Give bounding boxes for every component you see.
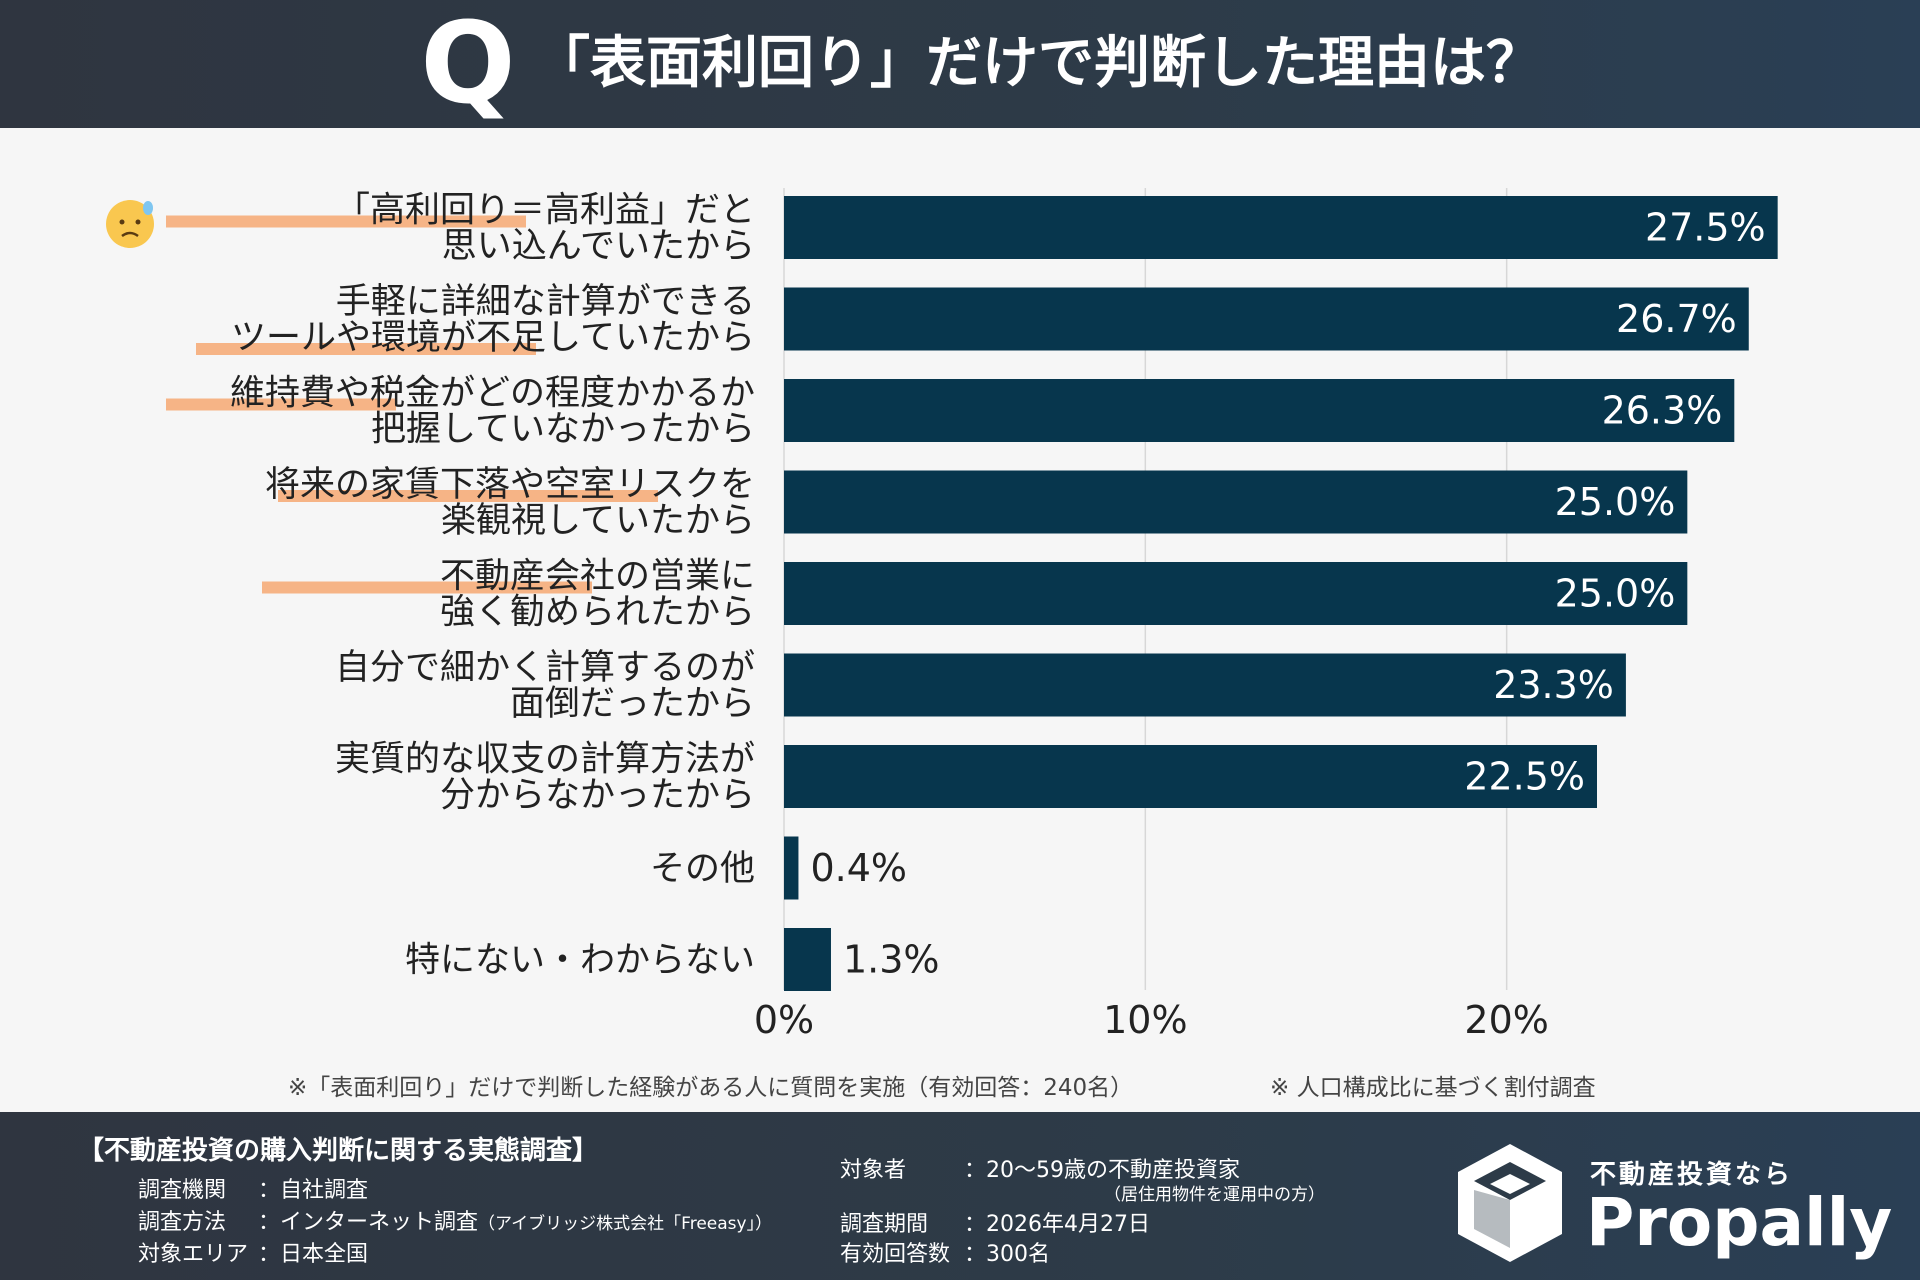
face-mouth [121, 231, 139, 238]
bar-value-label: 26.3% [1602, 389, 1723, 433]
category-label: 面倒だったから [510, 684, 755, 724]
highlight-marker [196, 343, 536, 355]
category-label: 自分で細かく計算するのが [335, 648, 755, 688]
category-label: 分からなかったから [440, 776, 755, 816]
footer-key: 対象エリア [138, 1242, 249, 1267]
highlight-marker [278, 490, 658, 502]
footer-key: 調査機関 [138, 1178, 227, 1203]
bar [784, 196, 1778, 259]
bar-value-label: 1.3% [843, 938, 940, 982]
category-label: 将来の家賃下落や空室リスクを [265, 465, 755, 505]
category-label: 強く勧められたから [440, 593, 755, 633]
bar-value-label: 22.5% [1464, 755, 1585, 799]
bar [784, 836, 799, 900]
category-label: その他 [650, 849, 755, 889]
footer-row-organization: 調査機関 ：自社調査 [138, 1172, 368, 1204]
sweat-drop [143, 201, 153, 215]
footer-key: 対象者 [840, 1158, 907, 1183]
category-label: 実質的な収支の計算方法が [335, 740, 755, 780]
logo-wordmark: Propally [1586, 1184, 1893, 1261]
bar [784, 287, 1749, 351]
footer-target-note: （居住用物件を運用中の方） [1104, 1185, 1325, 1205]
x-tick-label: 20% [1464, 998, 1548, 1042]
footer-row-area: 対象エリア ：日本全国 [138, 1236, 368, 1268]
bar [784, 562, 1688, 625]
bar-value-label: 0.4% [810, 846, 907, 890]
page-title: 「表面利回り」だけで判断した理由は？ [534, 31, 1542, 96]
category-label: 特にない・わからない [405, 941, 755, 981]
face-eye [119, 219, 125, 225]
footer-row-method: 調査方法 ：インターネット調査（アイブリッジ株式会社「Freeasy」） [138, 1204, 772, 1236]
worried-face-icon [106, 200, 154, 248]
bar [784, 470, 1688, 534]
propally-logo-icon [1458, 1144, 1562, 1262]
face-eye [135, 219, 141, 225]
survey-title: 【不動産投資の購入判断に関する実態調査】 [78, 1136, 599, 1166]
x-tick-label: 0% [754, 998, 814, 1042]
bar-value-label: 26.7% [1616, 297, 1737, 341]
bar-value-label: 25.0% [1555, 572, 1676, 616]
category-label: 楽観視していたから [441, 501, 755, 541]
bar-value-label: 23.3% [1493, 663, 1614, 707]
x-tick-label: 10% [1103, 998, 1187, 1042]
header-bar: Q 「表面利回り」だけで判断した理由は？ [0, 0, 1920, 128]
footer-value: ：300名 [964, 1242, 1050, 1267]
category-label: 思い込んでいたから [442, 227, 755, 267]
chart-x-axis: 0% 10% 20% [754, 998, 1549, 1042]
footer-value: ：自社調査 [258, 1178, 369, 1203]
footer-value: ：インターネット調査 [258, 1210, 479, 1235]
bar-chart: 27.5% 26.7% 26.3% 25.0% 25.0% 23.3% 22.5% 0.4% 1… [106, 188, 1778, 1042]
bar [784, 745, 1597, 808]
category-label: 維持費や税金がどの程度かかるか [230, 374, 755, 414]
chart-bars: 27.5% 26.7% 26.3% 25.0% 25.0% 23.3% 22.5% 0.4% 1… [784, 196, 1778, 991]
footer: 【不動産投資の購入判断に関する実態調査】 調査機関 ：自社調査 調査方法 ：インター… [0, 1112, 1920, 1280]
footer-row-target: 対象者 ：20～59歳の不動産投資家 [840, 1152, 1240, 1184]
footer-key: 調査期間 [840, 1212, 929, 1237]
bar-value-label: 25.0% [1555, 480, 1676, 524]
bar [784, 653, 1626, 717]
footer-value: ：20～59歳の不動産投資家 [964, 1158, 1240, 1183]
footer-key: 調査方法 [138, 1210, 227, 1235]
chart-category-labels: 「高利回り＝高利益」だと思い込んでいたから手軽に詳細な計算ができるツールや環境が… [106, 191, 755, 981]
highlight-marker [166, 215, 526, 228]
bar-value-label: 27.5% [1645, 206, 1766, 250]
highlight-marker [262, 581, 592, 594]
bar [784, 928, 831, 991]
q-mark: Q [420, 0, 516, 129]
category-label: 手軽に詳細な計算ができる [336, 282, 755, 322]
survey-note-right: ※ 人口構成比に基づく割付調査 [1270, 1075, 1596, 1101]
category-label: 不動産会社の営業に [440, 557, 755, 597]
category-label: ツールや環境が不足していたから [231, 318, 755, 358]
footer-row-period: 調査期間 ：2026年4月27日 [840, 1206, 1150, 1238]
logo-tagline: 不動産投資なら [1590, 1160, 1794, 1190]
survey-note-left: ※「表面利回り」だけで判断した経験がある人に質問を実施（有効回答：240名） [288, 1075, 1134, 1101]
footer-key: 有効回答数 [840, 1242, 951, 1267]
footer-value-note: （アイブリッジ株式会社「Freeasy」） [478, 1214, 773, 1234]
footer-value: ：2026年4月27日 [964, 1212, 1150, 1237]
bar [784, 379, 1735, 442]
footer-value: ：日本全国 [258, 1242, 369, 1267]
category-label: 「高利回り＝高利益」だと [335, 191, 755, 231]
category-label: 把握していなかったから [371, 410, 755, 450]
highlight-marker [166, 398, 396, 411]
footer-row-responses: 有効回答数 ：300名 [840, 1236, 1050, 1268]
